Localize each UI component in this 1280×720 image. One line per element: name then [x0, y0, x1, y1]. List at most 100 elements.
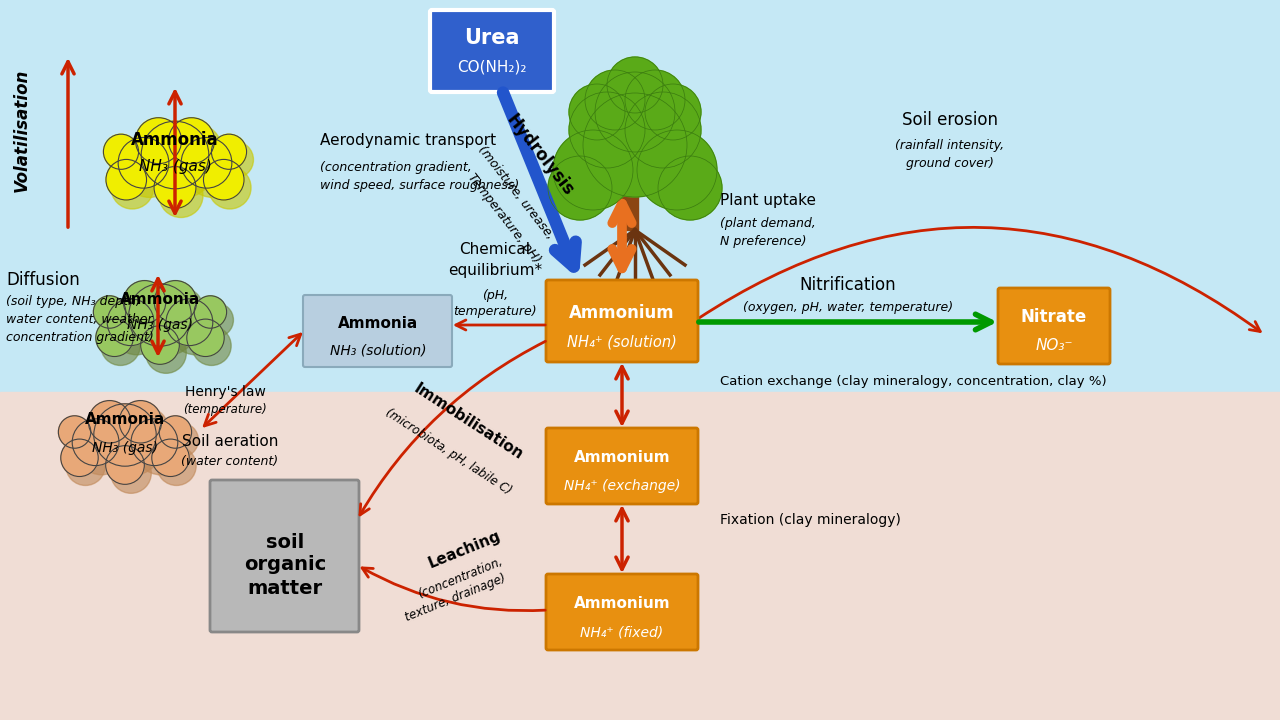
Circle shape: [548, 156, 612, 220]
Text: Ammonia: Ammonia: [338, 315, 419, 330]
Circle shape: [146, 127, 216, 199]
Circle shape: [164, 423, 198, 457]
Circle shape: [60, 439, 99, 477]
Circle shape: [209, 166, 251, 209]
Text: Plant uptake: Plant uptake: [719, 192, 817, 207]
Circle shape: [96, 319, 133, 356]
Circle shape: [128, 287, 173, 332]
Text: Fixation (clay mineralogy): Fixation (clay mineralogy): [719, 513, 901, 527]
Text: (soil type, NH₃ depth,: (soil type, NH₃ depth,: [6, 295, 140, 308]
Text: temperature): temperature): [453, 305, 536, 318]
Text: Cation exchange (clay mineralogy, concentration, clay %): Cation exchange (clay mineralogy, concen…: [719, 376, 1107, 389]
Text: texture, drainage): texture, drainage): [403, 572, 507, 624]
Text: matter: matter: [247, 578, 323, 598]
Circle shape: [204, 159, 244, 200]
Circle shape: [200, 303, 233, 337]
Circle shape: [553, 130, 634, 210]
Text: NH₄⁺ (solution): NH₄⁺ (solution): [567, 335, 677, 349]
Circle shape: [595, 72, 675, 152]
Text: Chemical: Chemical: [460, 243, 530, 258]
Circle shape: [119, 400, 161, 443]
Circle shape: [118, 138, 169, 188]
Text: (concentration,: (concentration,: [416, 555, 504, 601]
Text: Nitrate: Nitrate: [1021, 308, 1087, 326]
Text: N preference): N preference): [719, 235, 806, 248]
Circle shape: [123, 281, 166, 323]
Text: Leaching: Leaching: [426, 528, 503, 572]
Circle shape: [104, 134, 138, 169]
Circle shape: [141, 325, 179, 364]
Text: soil: soil: [266, 533, 305, 552]
Circle shape: [133, 290, 198, 356]
Circle shape: [625, 92, 701, 168]
Text: (plant demand,: (plant demand,: [719, 217, 815, 230]
Circle shape: [582, 93, 687, 197]
Circle shape: [159, 287, 204, 332]
Circle shape: [157, 446, 196, 485]
Circle shape: [154, 281, 197, 323]
Text: Temperature, pH): Temperature, pH): [465, 171, 543, 266]
Text: Ammonium: Ammonium: [573, 596, 671, 611]
Circle shape: [169, 117, 215, 163]
Circle shape: [136, 117, 182, 163]
Text: NH₃ (gas): NH₃ (gas): [92, 441, 157, 455]
Circle shape: [108, 299, 154, 346]
Text: Ammonia: Ammonia: [120, 292, 200, 307]
Text: Ammonium: Ammonium: [573, 451, 671, 466]
Circle shape: [106, 159, 146, 200]
FancyBboxPatch shape: [547, 574, 698, 650]
Text: Ammonia: Ammonia: [84, 413, 165, 428]
Circle shape: [106, 446, 145, 485]
Text: Soil erosion: Soil erosion: [902, 111, 998, 129]
Circle shape: [93, 404, 156, 467]
Text: concentration gradient): concentration gradient): [6, 331, 154, 344]
Circle shape: [129, 284, 191, 346]
Circle shape: [187, 319, 224, 356]
Circle shape: [141, 121, 209, 189]
FancyBboxPatch shape: [303, 295, 452, 367]
Circle shape: [111, 166, 154, 209]
Circle shape: [658, 156, 722, 220]
Text: NH₃ (gas): NH₃ (gas): [138, 160, 211, 174]
Circle shape: [182, 138, 232, 188]
Bar: [620, 175, 637, 230]
Circle shape: [585, 70, 645, 130]
Text: NH₄⁺ (exchange): NH₄⁺ (exchange): [563, 479, 680, 493]
Text: water content, weather,: water content, weather,: [6, 313, 155, 326]
Circle shape: [109, 141, 146, 179]
Circle shape: [131, 419, 178, 466]
Text: Volatilisation: Volatilisation: [13, 68, 31, 192]
Circle shape: [88, 400, 131, 443]
Circle shape: [170, 305, 220, 355]
Text: Immobilisation: Immobilisation: [411, 381, 525, 463]
Circle shape: [65, 446, 105, 485]
Circle shape: [64, 423, 97, 457]
Circle shape: [146, 333, 187, 373]
Text: (pH,: (pH,: [483, 289, 508, 302]
Text: organic: organic: [244, 556, 326, 575]
Circle shape: [124, 408, 169, 452]
Text: Urea: Urea: [465, 28, 520, 48]
Circle shape: [113, 305, 161, 355]
Circle shape: [607, 57, 663, 113]
Text: NH₃ (gas): NH₃ (gas): [127, 318, 193, 332]
Text: Soil aeration: Soil aeration: [182, 434, 278, 449]
Circle shape: [152, 439, 189, 477]
Text: wind speed, surface roughness): wind speed, surface roughness): [320, 179, 520, 192]
Circle shape: [625, 70, 685, 130]
Bar: [0, 0, 1280, 392]
Text: (temperature): (temperature): [183, 403, 266, 416]
FancyBboxPatch shape: [210, 480, 358, 632]
Text: (oxygen, pH, water, temperature): (oxygen, pH, water, temperature): [742, 302, 954, 315]
Circle shape: [77, 426, 127, 474]
Text: Ammonium: Ammonium: [570, 304, 675, 322]
Text: Diffusion: Diffusion: [6, 271, 79, 289]
Circle shape: [159, 415, 192, 449]
FancyBboxPatch shape: [998, 288, 1110, 364]
Circle shape: [637, 130, 717, 210]
Text: Aerodynamic transport: Aerodynamic transport: [320, 132, 497, 148]
FancyBboxPatch shape: [547, 428, 698, 504]
Text: (rainfall intensity,: (rainfall intensity,: [896, 138, 1005, 151]
Circle shape: [570, 84, 625, 140]
Text: (moisture, urease,: (moisture, urease,: [475, 143, 557, 241]
